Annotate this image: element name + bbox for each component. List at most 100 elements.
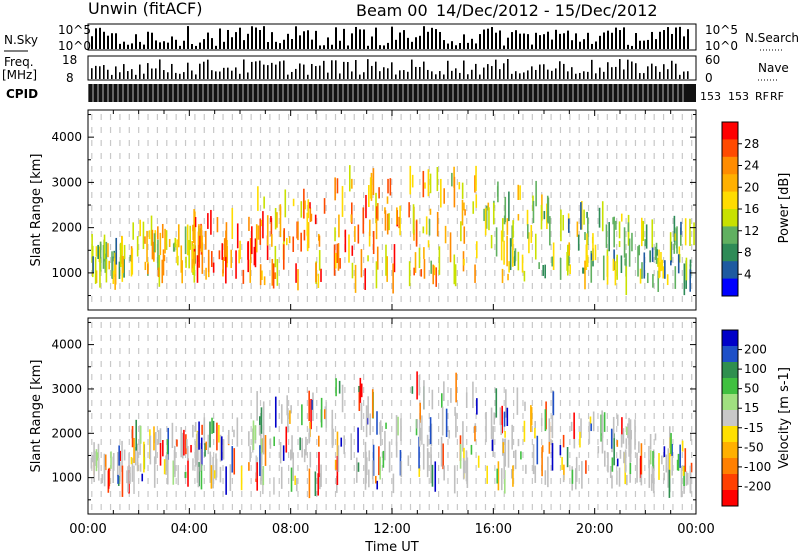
- scatter-streak: [618, 467, 621, 487]
- scatter-streak: [440, 178, 442, 208]
- freq-bar: [107, 69, 109, 79]
- scatter-streak: [367, 396, 369, 419]
- scatter-streak: [584, 232, 586, 241]
- scatter-streak: [583, 209, 585, 225]
- scatter-streak: [442, 443, 444, 470]
- scatter-streak: [375, 206, 378, 219]
- scatter-streak: [249, 446, 251, 462]
- scatter-streak: [260, 438, 263, 466]
- scatter-streak: [616, 470, 618, 485]
- freq-bar: [527, 70, 529, 79]
- scatter-streak: [552, 391, 555, 416]
- scatter-streak: [280, 466, 283, 489]
- nsky-bar: [547, 31, 549, 49]
- scatter-streak: [184, 471, 187, 478]
- scatter-streak: [311, 399, 313, 410]
- scatter-streak: [257, 186, 259, 211]
- scatter-streak: [194, 444, 197, 467]
- freq-bar: [503, 63, 505, 79]
- freq-bar: [171, 63, 173, 79]
- nsky-bar: [675, 27, 677, 49]
- freq-frame: [87, 55, 697, 81]
- scatter-streak: [320, 397, 323, 428]
- scatter-streak: [435, 267, 438, 287]
- scatter-streak: [612, 416, 615, 439]
- cpid-blocks: [87, 84, 696, 102]
- scatter-streak: [501, 268, 504, 284]
- scatter-streak: [472, 201, 475, 214]
- scatter-streak: [453, 176, 456, 208]
- scatter-streak: [331, 424, 334, 445]
- scatter-streak: [443, 188, 445, 204]
- scatter-streak: [168, 238, 171, 248]
- scatter-streak: [191, 259, 194, 269]
- scatter-streak: [677, 254, 680, 274]
- scatter-streak: [299, 437, 301, 451]
- freq-bar: [319, 65, 321, 79]
- scatter-streak: [264, 435, 267, 466]
- nsky-bar: [247, 33, 249, 49]
- scatter-streak: [227, 429, 230, 445]
- scatter-streak: [661, 455, 663, 465]
- scatter-streak: [424, 182, 426, 189]
- nsky-bar: [219, 28, 221, 49]
- colorbar-swatch: [722, 330, 738, 347]
- scatter-streak: [510, 469, 513, 479]
- freq-bar: [223, 67, 225, 79]
- scatter-streak: [92, 256, 94, 274]
- scatter-streak: [508, 261, 510, 273]
- colorbar-swatch: [722, 139, 738, 158]
- scatter-streak: [640, 217, 643, 247]
- scatter-streak: [589, 416, 592, 424]
- scatter-streak: [196, 459, 199, 483]
- scatter-streak: [412, 204, 415, 234]
- nsearch-tick-bottom: 10^0: [705, 39, 738, 53]
- scatter-streak: [118, 261, 121, 279]
- scatter-streak: [287, 408, 289, 433]
- scatter-streak: [107, 243, 109, 258]
- nsky-bar: [679, 26, 681, 49]
- nsky-bar: [95, 28, 97, 49]
- nsky-bar: [539, 35, 541, 49]
- nsky-bar: [499, 30, 501, 49]
- scatter-streak: [190, 444, 192, 453]
- freq-bar: [407, 71, 409, 79]
- freq-bar: [215, 71, 217, 79]
- scatter-streak: [668, 426, 671, 449]
- freq-bar: [307, 74, 309, 79]
- scatter-streak: [630, 433, 632, 454]
- scatter-streak: [272, 263, 275, 289]
- y-tick-label: 3000: [51, 175, 82, 189]
- scatter-streak: [579, 431, 581, 448]
- nsky-bar: [123, 41, 125, 49]
- scatter-streak: [153, 456, 156, 488]
- freq-bar: [151, 68, 153, 79]
- nsky-bar: [119, 43, 121, 49]
- scatter-streak: [684, 218, 687, 246]
- scatter-streak: [196, 449, 198, 465]
- scatter-streak: [341, 186, 344, 217]
- scatter-streak: [370, 172, 373, 201]
- nsky-bar: [439, 31, 441, 49]
- power-panel: 1000 2000 3000 4000 Slant Range [km]: [29, 109, 697, 311]
- scatter-streak: [111, 251, 113, 279]
- power-scatter: [91, 165, 695, 296]
- freq-bar: [471, 69, 473, 79]
- nsky-bar: [275, 41, 277, 49]
- scatter-streak: [225, 255, 227, 284]
- scatter-streak: [413, 267, 415, 276]
- scatter-streak: [485, 411, 487, 443]
- scatter-streak: [544, 470, 547, 485]
- scatter-streak: [441, 406, 444, 436]
- nsky-bar: [551, 39, 553, 49]
- nsky-bar: [459, 43, 461, 49]
- scatter-streak: [416, 419, 418, 429]
- scatter-streak: [192, 245, 194, 273]
- scatter-streak: [463, 258, 465, 266]
- scatter-streak: [310, 398, 312, 430]
- freq-label: Freq.: [4, 55, 34, 69]
- freq-bar: [247, 72, 249, 79]
- freq-bar: [179, 73, 181, 79]
- nsky-bar: [111, 33, 113, 49]
- colorbar-swatch: [722, 442, 738, 459]
